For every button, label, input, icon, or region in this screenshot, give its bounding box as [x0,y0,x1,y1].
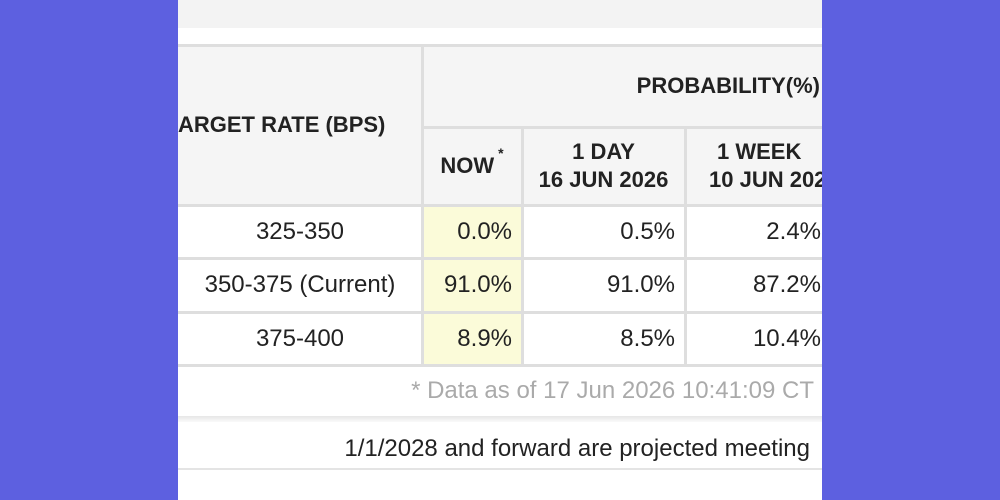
footnote-text: * Data as of 17 Jun 2026 10:41:09 CT [411,377,814,404]
probability-cell: 10.4% [752,325,821,352]
header-1-day: 1 DAY 16 JUN 2026 [522,127,685,205]
probability-cell: 2.4% [766,218,821,245]
header-text: 1 DAY [572,139,635,164]
separator [178,416,822,422]
rate-cell: 325-350 [255,218,345,245]
footnote: * Data as of 17 Jun 2026 10:41:09 CT [178,366,822,416]
probability-cell: 8.5% [620,325,675,352]
header-text: ARGET RATE (BPS) [178,112,386,137]
probability-cell: 8.9% [422,312,522,366]
grid-line [178,364,822,367]
header-date: 10 JUN 202 [709,167,822,192]
header-target-rate: ARGET RATE (BPS) [178,45,422,205]
footnote-mark: * [498,145,504,161]
panel: ARGET RATE (BPS) PROBABILITY(%) NOW * 1 D… [178,0,822,500]
grid-line [178,44,822,47]
header-text: NOW [440,153,495,178]
rate-cell: 350-375 (Current) [204,271,396,298]
grid-line [422,126,822,129]
header-now: NOW * [422,127,522,205]
grid-line [178,311,822,314]
grid-line [178,204,822,207]
probability-cell: 87.2% [752,271,821,298]
note-text: 1/1/2028 and forward are projected meeti… [344,435,810,462]
header-date: 16 JUN 2026 [538,167,669,192]
rate-cell: 375-400 [255,325,345,352]
header-probability: PROBABILITY(%) [422,45,822,127]
grid-line [178,257,822,260]
grid-line [521,126,524,367]
top-strip [178,0,822,28]
probability-cell: 91.0% [422,258,522,312]
probability-cell: 0.5% [620,218,675,245]
header-1-week: 1 WEEK 10 JUN 202 [685,127,822,205]
grid-line [421,44,424,367]
note: 1/1/2028 and forward are projected meeti… [178,428,822,470]
header-text: 1 WEEK [717,139,802,164]
probability-cell: 0.0% [422,205,522,259]
grid-line [684,126,687,367]
probability-cell: 91.0% [606,271,675,298]
header-text: PROBABILITY(%) [636,73,820,98]
divider [178,468,822,470]
